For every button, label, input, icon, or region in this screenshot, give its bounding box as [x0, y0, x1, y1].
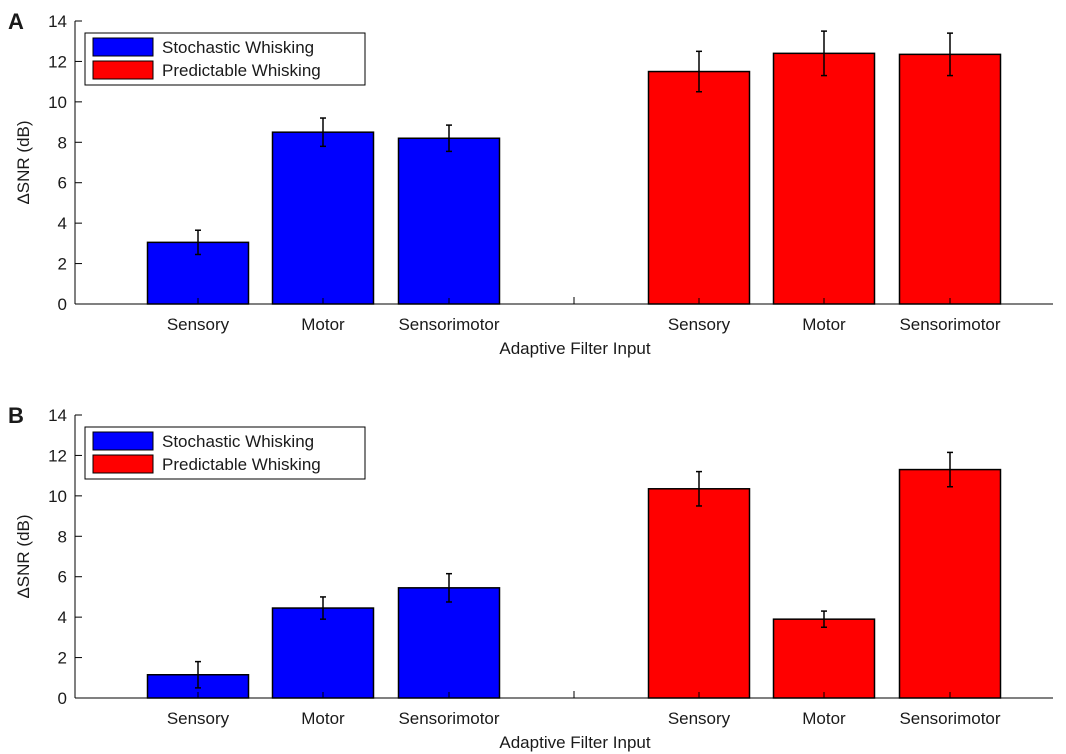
legend-swatch [92, 431, 154, 451]
y-tick-label: 14 [48, 12, 67, 31]
y-tick-label: 4 [58, 214, 67, 233]
bar [772, 618, 876, 699]
y-tick-label: 4 [58, 608, 67, 627]
legend-swatch [92, 60, 154, 80]
x-tick-label: Sensory [167, 709, 230, 728]
x-tick-label: Sensorimotor [398, 315, 499, 334]
y-tick-label: 10 [48, 487, 67, 506]
y-tick-label: 2 [58, 649, 67, 668]
y-tick-label: 14 [48, 406, 67, 425]
legend-swatch [92, 37, 154, 57]
bar [772, 52, 876, 305]
y-tick-label: 2 [58, 255, 67, 274]
y-tick-label: 6 [58, 568, 67, 587]
x-tick-label: Motor [301, 709, 345, 728]
legend-entry: Stochastic Whisking [162, 38, 314, 57]
legend-entry: Predictable Whisking [162, 455, 321, 474]
y-tick-label: 12 [48, 446, 67, 465]
chart-panel-b: 0 2 4 6 8 10 12 14 Sensory Motor Sensorimotor Senso… [8, 403, 1053, 752]
x-tick-label: Sensorimotor [899, 315, 1000, 334]
x-axis-label: Adaptive Filter Input [499, 339, 650, 358]
y-axis-label: ΔSNR (dB) [14, 120, 33, 204]
y-tick-label: 10 [48, 93, 67, 112]
x-tick-label: Sensory [167, 315, 230, 334]
legend-entry: Stochastic Whisking [162, 432, 314, 451]
bar [898, 468, 1002, 699]
bar [271, 607, 375, 699]
bar [397, 137, 501, 305]
y-tick-label: 6 [58, 174, 67, 193]
panel-label: B [8, 403, 24, 428]
x-tick-label: Sensorimotor [398, 709, 499, 728]
bar [397, 587, 501, 699]
legend-entry: Predictable Whisking [162, 61, 321, 80]
y-axis-label: ΔSNR (dB) [14, 514, 33, 598]
x-tick-label: Sensorimotor [899, 709, 1000, 728]
bar [898, 53, 1002, 305]
x-tick-label: Motor [802, 315, 846, 334]
legend-swatch [92, 454, 154, 474]
panel-label: A [8, 9, 24, 34]
chart-panel-a: 0 2 4 6 8 10 12 14 Sensory Motor Sensorimotor Senso… [8, 9, 1053, 358]
x-tick-label: Motor [301, 315, 345, 334]
bar [647, 70, 751, 305]
bar [647, 488, 751, 699]
y-tick-label: 0 [58, 295, 67, 314]
y-tick-label: 12 [48, 52, 67, 71]
x-axis-label: Adaptive Filter Input [499, 733, 650, 752]
bar [271, 131, 375, 305]
x-tick-label: Motor [802, 709, 846, 728]
y-tick-label: 0 [58, 689, 67, 708]
y-tick-label: 8 [58, 133, 67, 152]
x-tick-label: Sensory [668, 315, 731, 334]
y-tick-label: 8 [58, 527, 67, 546]
x-tick-label: Sensory [668, 709, 731, 728]
